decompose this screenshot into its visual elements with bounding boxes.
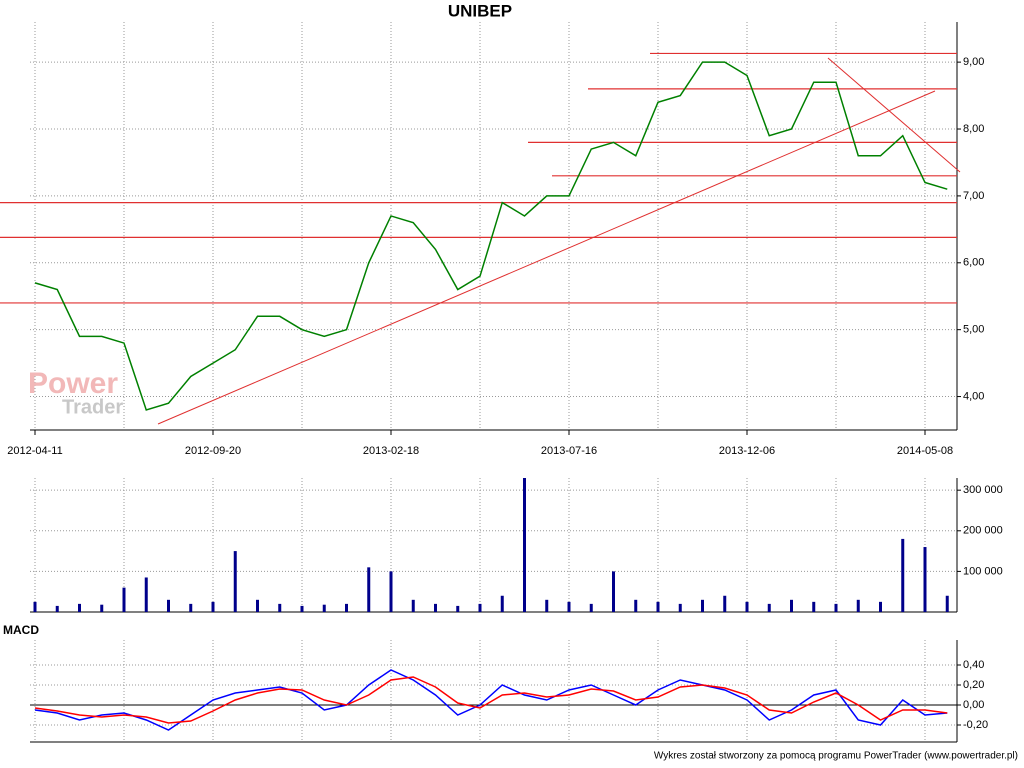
bar (812, 601, 816, 612)
bar (523, 478, 526, 612)
watermark: Power (28, 367, 118, 400)
bar (211, 601, 215, 612)
bar (233, 551, 237, 612)
y-tick-label: 9,00 (963, 56, 984, 68)
bar (389, 571, 393, 612)
bar (367, 567, 371, 612)
y-tick-label: 0,20 (963, 679, 984, 691)
bar (478, 603, 482, 612)
y-tick-label: 5,00 (963, 324, 984, 336)
y-tick-label: 200 000 (963, 525, 1003, 537)
panel-title: MACD (3, 623, 39, 637)
bar (100, 604, 104, 612)
y-tick-label: 0,40 (963, 659, 984, 671)
series-line (34, 61, 948, 411)
bar (144, 577, 148, 612)
bar (278, 603, 282, 612)
footer: Wykres został stworzony za pomocą progra… (654, 751, 1018, 762)
y-tick-label: 7,00 (963, 190, 984, 202)
bar (634, 599, 638, 612)
x-tick-label: 2012-04-11 (7, 445, 62, 457)
y-tick-label: -0,20 (963, 719, 988, 731)
bar (656, 601, 660, 612)
bar (589, 603, 593, 612)
chart-title: UNIBEP (448, 1, 512, 20)
x-tick-label: 2014-05-08 (897, 445, 953, 457)
bar (500, 595, 504, 612)
bar (745, 601, 749, 612)
x-tick-label: 2013-07-16 (541, 445, 597, 457)
series-line (34, 669, 948, 731)
y-tick-label: 4,00 (963, 390, 984, 402)
trend-line (827, 57, 961, 173)
bar (923, 547, 927, 612)
bar (612, 571, 615, 612)
bar (322, 604, 326, 612)
bar (834, 603, 838, 612)
bar (701, 599, 704, 612)
bar (167, 599, 170, 612)
bar (189, 603, 193, 612)
bar (78, 603, 81, 612)
x-tick-label: 2013-12-06 (719, 445, 775, 457)
bar (434, 603, 437, 612)
y-tick-label: 8,00 (963, 123, 984, 135)
bar (790, 599, 793, 612)
bar (678, 603, 682, 612)
bar (545, 599, 549, 612)
x-tick-label: 2012-09-20 (185, 445, 241, 457)
bar (945, 595, 949, 612)
bar (767, 603, 771, 612)
y-tick-label: 300 000 (963, 484, 1003, 496)
bar (567, 601, 571, 612)
y-tick-label: 0,00 (963, 699, 984, 711)
bar (122, 587, 126, 612)
x-tick-label: 2013-02-18 (363, 445, 419, 457)
bar (256, 599, 259, 612)
y-tick-label: 6,00 (963, 257, 984, 269)
bar (33, 601, 37, 612)
bar (411, 599, 415, 612)
watermark: Trader (62, 396, 123, 418)
series-line (34, 676, 948, 724)
bar (55, 605, 59, 612)
bar (901, 538, 905, 612)
bar (856, 599, 860, 612)
y-tick-label: 100 000 (963, 565, 1003, 577)
bar (345, 603, 348, 612)
trend-line (157, 90, 936, 425)
bar (300, 605, 304, 612)
bar (723, 595, 727, 612)
bar (879, 601, 882, 612)
bar (456, 605, 460, 612)
